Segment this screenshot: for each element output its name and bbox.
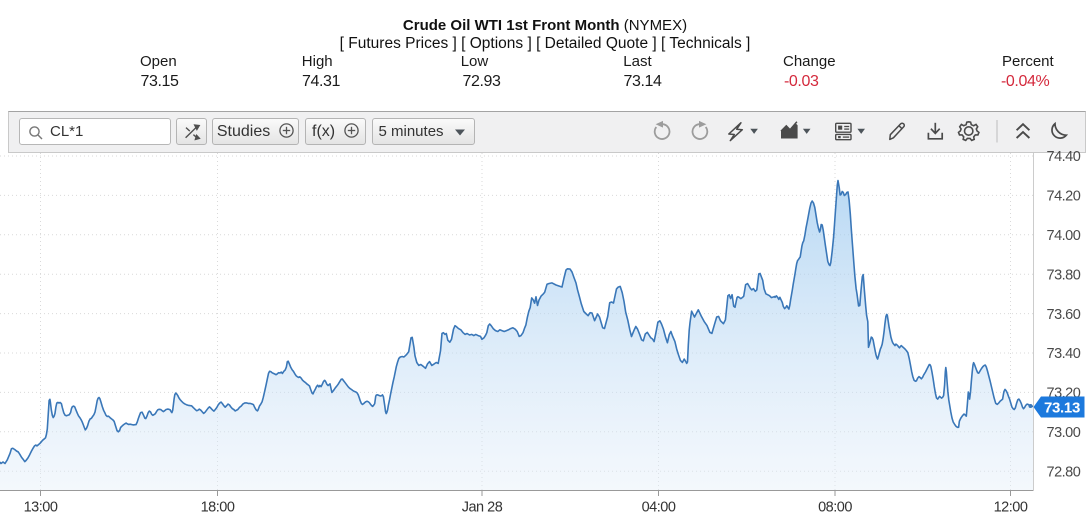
svg-text:Jan 28: Jan 28 <box>462 500 503 516</box>
svg-text:74.00: 74.00 <box>1047 228 1081 244</box>
svg-text:73.80: 73.80 <box>1047 267 1081 283</box>
svg-text:74.20: 74.20 <box>1047 189 1081 205</box>
svg-text:73.00: 73.00 <box>1047 425 1081 441</box>
svg-text:12:00: 12:00 <box>994 500 1028 516</box>
svg-text:04:00: 04:00 <box>642 500 676 516</box>
svg-text:08:00: 08:00 <box>818 500 852 516</box>
svg-text:73.13: 73.13 <box>1044 400 1080 417</box>
svg-text:72.80: 72.80 <box>1047 464 1081 480</box>
svg-text:73.60: 73.60 <box>1047 307 1081 323</box>
svg-text:74.40: 74.40 <box>1047 149 1081 165</box>
svg-text:73.40: 73.40 <box>1047 346 1081 362</box>
svg-text:18:00: 18:00 <box>201 500 235 516</box>
svg-text:13:00: 13:00 <box>24 500 58 516</box>
